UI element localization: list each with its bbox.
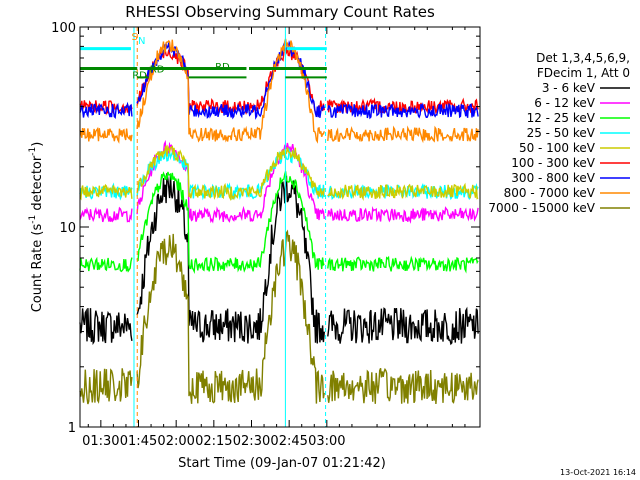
x-tick-label-1: 01:45 xyxy=(120,434,157,449)
y-axis-label-end: ) xyxy=(30,142,45,147)
x-tick-label-2: 02:00 xyxy=(157,434,194,449)
series-line-1 xyxy=(79,139,479,224)
flag-label-1: N xyxy=(138,36,145,47)
flag-label-4: RD xyxy=(215,62,230,73)
x-tick-label-4: 02:30 xyxy=(233,434,270,449)
y-axis-label-sup: -1 xyxy=(28,215,38,224)
y-axis-label-sup2: -1 xyxy=(28,147,38,156)
tick-layer: 01:30 01:45 02:00 02:15 02:30 02:45 03:00 1 10 10… xyxy=(51,21,480,449)
series-layer xyxy=(79,38,479,405)
x-tick-label-5: 02:45 xyxy=(270,434,307,449)
flag-label-2: RD xyxy=(132,70,147,81)
legend-label-4: 50 - 100 keV xyxy=(519,141,596,155)
legend-header-2: FDecim 1, Att 0 xyxy=(537,66,630,80)
series-line-0 xyxy=(79,173,479,346)
series-line-2 xyxy=(79,171,479,274)
y-tick-label-2: 100 xyxy=(51,21,76,36)
legend-label-8: 7000 - 15000 keV xyxy=(488,201,595,215)
flag-label-0: S xyxy=(131,32,137,43)
y-axis-label-main: Count Rate (s xyxy=(30,224,45,313)
legend-label-5: 100 - 300 keV xyxy=(511,156,595,170)
legend-label-7: 800 - 7000 keV xyxy=(504,186,596,200)
series-line-4 xyxy=(79,144,479,202)
y-axis-label: Count Rate (s-1 detector-1) xyxy=(28,142,45,313)
series-line-7 xyxy=(79,38,479,144)
series-line-8 xyxy=(79,229,479,405)
legend-label-1: 6 - 12 keV xyxy=(534,96,596,110)
legend-label-2: 12 - 25 keV xyxy=(527,111,596,125)
y-tick-label-1: 10 xyxy=(59,221,76,236)
footer-date: 13-Oct-2021 16:14 xyxy=(560,468,636,477)
y-axis-label-tail: detector xyxy=(30,155,45,215)
x-tick-label-3: 02:15 xyxy=(195,434,232,449)
x-tick-label-6: 03:00 xyxy=(308,434,345,449)
legend-label-0: 3 - 6 keV xyxy=(542,81,596,95)
legend-label-3: 25 - 50 keV xyxy=(527,126,596,140)
x-tick-label-0: 01:30 xyxy=(82,434,119,449)
y-tick-label-0: 1 xyxy=(68,421,76,436)
x-axis-label: Start Time (09-Jan-07 01:21:42) xyxy=(178,456,386,471)
flag-label-3: RD xyxy=(150,65,165,76)
legend: Det 1,3,4,5,6,9, FDecim 1, Att 0 3 - 6 k… xyxy=(488,51,630,215)
legend-header-1: Det 1,3,4,5,6,9, xyxy=(536,51,630,65)
chart-title: RHESSI Observing Summary Count Rates xyxy=(125,3,435,21)
legend-label-6: 300 - 800 keV xyxy=(511,171,595,185)
